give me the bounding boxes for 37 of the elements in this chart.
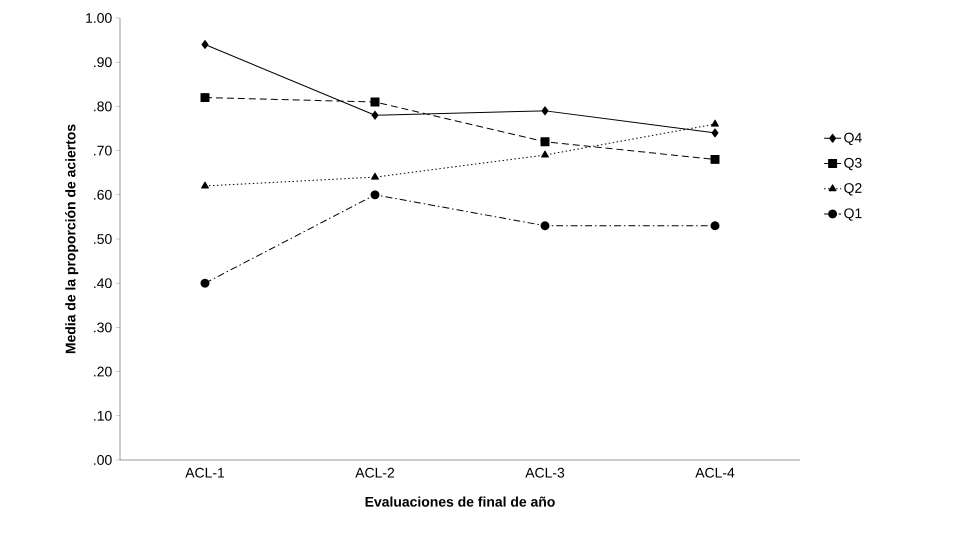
y-tick-label: .30 bbox=[94, 322, 112, 332]
point bbox=[540, 137, 550, 146]
point bbox=[710, 154, 720, 164]
y-tick-label: 1.00 bbox=[86, 13, 112, 23]
y-tick-label: .70 bbox=[94, 146, 112, 156]
point bbox=[370, 97, 380, 106]
y-axis-title: Media de la proporción de aciertos bbox=[65, 124, 78, 354]
point bbox=[202, 40, 208, 49]
point bbox=[541, 150, 549, 158]
x-tick-label: ACL-4 bbox=[695, 468, 734, 478]
y-tick-label: .90 bbox=[94, 57, 112, 68]
legend-label: Q4 bbox=[844, 132, 862, 146]
y-tick-label: .80 bbox=[94, 101, 112, 112]
point bbox=[711, 120, 719, 127]
legend-label: Q3 bbox=[844, 158, 862, 170]
y-tick-label: .20 bbox=[94, 366, 112, 377]
point bbox=[200, 278, 210, 288]
point bbox=[540, 221, 550, 230]
y-tick-label: .40 bbox=[94, 278, 112, 288]
legend-label: Q1 bbox=[844, 208, 862, 221]
point bbox=[372, 110, 378, 120]
x-tick-label: ACL-2 bbox=[355, 468, 394, 478]
point bbox=[542, 106, 548, 116]
y-tick-label: .50 bbox=[94, 234, 112, 244]
y-tick-label: .00 bbox=[94, 455, 112, 465]
x-tick-label: ACL-1 bbox=[185, 468, 224, 478]
point bbox=[200, 93, 210, 102]
x-tick-label: ACL-3 bbox=[525, 468, 564, 478]
y-tick-label: .10 bbox=[94, 410, 112, 421]
point bbox=[710, 221, 720, 230]
legend-label: Q2 bbox=[844, 183, 862, 196]
x-axis-title: Evaluaciones de final de año bbox=[366, 496, 555, 507]
point bbox=[712, 128, 718, 138]
point bbox=[371, 172, 379, 180]
point bbox=[201, 181, 209, 188]
y-tick-label: .60 bbox=[94, 190, 112, 200]
point bbox=[370, 190, 380, 200]
